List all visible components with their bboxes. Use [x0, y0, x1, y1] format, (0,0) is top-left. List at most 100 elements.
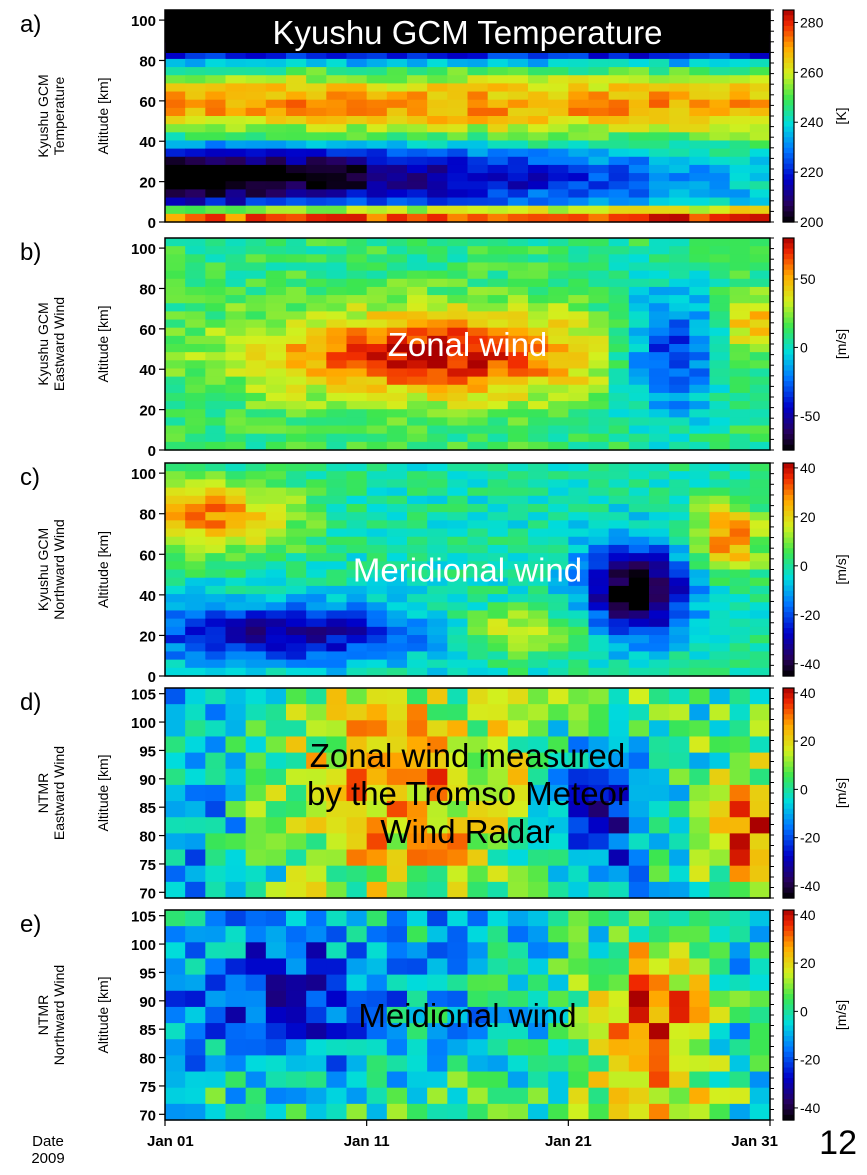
heatmap-cell	[528, 384, 549, 394]
heatmap-cell	[346, 417, 368, 427]
heatmap-cell	[487, 319, 509, 329]
heatmap-cell	[165, 471, 186, 480]
heatmap-cell	[265, 1103, 287, 1121]
heatmap-cell	[749, 910, 771, 927]
colorbar-swatch	[783, 296, 794, 303]
heatmap-cell	[386, 536, 408, 546]
heatmap-cell	[649, 594, 670, 603]
heatmap-cell	[689, 91, 711, 101]
heatmap-cell	[286, 116, 307, 125]
heatmap-cell	[265, 433, 287, 443]
heatmap-cell	[548, 352, 569, 361]
heatmap-cell	[467, 441, 489, 451]
heatmap-cell	[528, 752, 549, 770]
heatmap-cell	[649, 124, 670, 133]
heatmap-cell	[669, 990, 690, 1008]
heatmap-cell	[709, 107, 731, 117]
heatmap-cell	[729, 1087, 751, 1105]
heatmap-cell	[608, 602, 630, 612]
heatmap-cell	[286, 91, 307, 101]
heatmap-cell	[447, 344, 469, 353]
heatmap-cell	[649, 528, 670, 538]
heatmap-cell	[205, 768, 227, 786]
heatmap-cell	[225, 817, 247, 834]
heatmap-cell	[225, 643, 247, 653]
heatmap-cell	[346, 553, 368, 562]
heatmap-cell	[568, 67, 590, 76]
heatmap-cell	[628, 865, 650, 883]
heatmap-cell	[669, 311, 690, 321]
heatmap-cell	[286, 401, 307, 410]
heatmap-cell	[346, 75, 368, 84]
heatmap-cell	[366, 417, 388, 427]
heatmap-cell	[326, 376, 348, 386]
colorbar-swatch	[783, 269, 794, 276]
heatmap-cell	[689, 1055, 711, 1073]
heatmap-cell	[588, 140, 610, 150]
heatmap-cell	[326, 99, 348, 109]
heatmap-cell	[507, 752, 529, 770]
heatmap-cell	[649, 602, 670, 612]
heatmap-cell	[386, 295, 408, 304]
heatmap-cell	[447, 83, 469, 93]
heatmap-cell	[346, 881, 368, 899]
colorbar-tick-label: -50	[800, 408, 820, 424]
colorbar-frame	[782, 9, 795, 223]
heatmap-cell	[245, 1006, 267, 1024]
heatmap-cell	[286, 736, 307, 754]
heatmap-cell	[467, 736, 489, 754]
heatmap-cell	[225, 83, 247, 93]
heatmap-cell	[286, 156, 307, 166]
heatmap-cell	[588, 635, 610, 644]
heatmap-cell	[669, 487, 690, 497]
heatmap-cell	[689, 736, 711, 754]
heatmap-cell	[225, 197, 247, 207]
heatmap-cell	[427, 116, 448, 125]
heatmap-cell	[669, 602, 690, 612]
heatmap-cell	[326, 116, 348, 125]
colorbar-swatch	[783, 478, 794, 485]
heatmap-cell	[346, 91, 368, 101]
x-tick-label: Jan 31	[731, 1133, 778, 1150]
heatmap-cell	[689, 561, 711, 571]
colorbar-swatch	[783, 41, 794, 48]
heatmap-cell	[326, 784, 348, 802]
heatmap-cell	[245, 1087, 267, 1105]
heatmap-cell	[548, 801, 569, 818]
heatmap-cell	[386, 441, 408, 451]
colorbar-swatch	[783, 793, 794, 799]
heatmap-cell	[225, 124, 247, 133]
heatmap-cell	[709, 503, 731, 513]
heatmap-cell	[447, 254, 469, 264]
heatmap-cell	[165, 197, 186, 207]
heatmap-cell	[265, 536, 287, 546]
heatmap-cell	[649, 107, 670, 117]
heatmap-cell	[366, 520, 388, 530]
heatmap-cell	[467, 148, 489, 158]
heatmap-cell	[427, 553, 448, 562]
heatmap-cell	[669, 1023, 690, 1040]
heatmap-cell	[205, 295, 227, 304]
heatmap-cell	[588, 58, 610, 68]
heatmap-cell	[386, 471, 408, 480]
heatmap-cell	[165, 1087, 186, 1105]
heatmap-cell	[689, 1039, 711, 1056]
heatmap-cell	[568, 659, 590, 669]
heatmap-cell	[447, 433, 469, 443]
heatmap-cell	[306, 392, 327, 402]
heatmap-cell	[588, 833, 610, 851]
heatmap-cell	[306, 1087, 327, 1105]
heatmap-cell	[649, 67, 670, 76]
heatmap-cell	[689, 910, 711, 927]
heatmap-cell	[346, 116, 368, 125]
heatmap-cell	[729, 425, 751, 435]
heatmap-cell	[225, 1039, 247, 1056]
heatmap-cell	[487, 189, 509, 199]
heatmap-cell	[649, 1055, 670, 1073]
heatmap-cell	[165, 360, 186, 370]
heatmap-cell	[729, 433, 751, 443]
heatmap-cell	[185, 1023, 206, 1040]
heatmap-cell	[628, 833, 650, 851]
heatmap-cell	[507, 471, 529, 480]
